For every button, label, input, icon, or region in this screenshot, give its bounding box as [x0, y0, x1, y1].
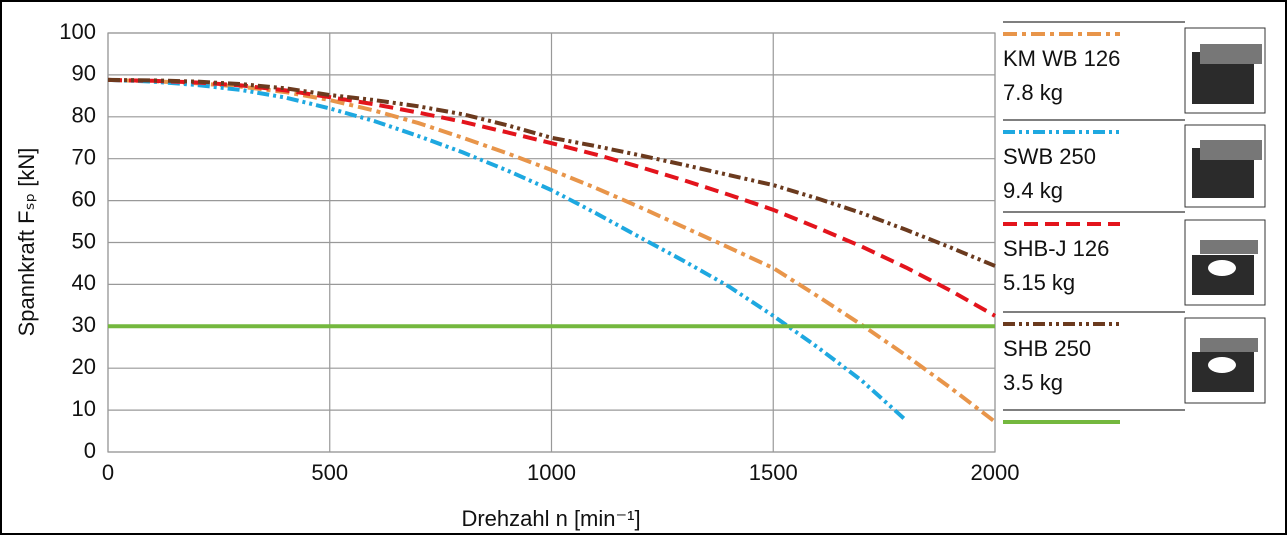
legend-label: SWB 250: [1003, 144, 1096, 169]
legend-weight: 9.4 kg: [1003, 178, 1063, 203]
x-tick-label: 1000: [527, 460, 576, 485]
icon: [1184, 124, 1266, 208]
legend-label: SHB 250: [1003, 336, 1091, 361]
legend-label: SHB-J 126: [1003, 236, 1109, 261]
y-tick-label: 80: [72, 103, 96, 128]
icon: [1184, 219, 1266, 306]
y-tick-label: 100: [59, 19, 96, 44]
y-tick-label: 30: [72, 312, 96, 337]
legend-label: KM WB 126: [1003, 46, 1120, 71]
legend-weight: 7.8 kg: [1003, 80, 1063, 105]
y-tick-label: 50: [72, 228, 96, 253]
legend-icons: [1184, 27, 1266, 404]
y-tick-label: 40: [72, 270, 96, 295]
x-axis-label: Drehzahl n [min⁻¹]: [461, 506, 640, 531]
y-tick-label: 60: [72, 186, 96, 211]
icon: [1184, 317, 1266, 404]
series-line: [107, 77, 996, 268]
y-tick-label: 90: [72, 61, 96, 86]
x-tick-label: 1500: [749, 460, 798, 485]
y-tick-label: 0: [84, 438, 96, 463]
x-tick-label: 2000: [971, 460, 1020, 485]
legend-weight: 3.5 kg: [1003, 370, 1063, 395]
series-line: [107, 77, 908, 423]
x-tick-label: 500: [311, 460, 348, 485]
legend-weight: 5.15 kg: [1003, 270, 1075, 295]
series-line: [107, 77, 996, 318]
x-tick-label: 0: [102, 460, 114, 485]
y-axis-label: Spannkraft Fₛₚ [kN]: [14, 148, 39, 337]
icon: [1184, 27, 1266, 114]
y-tick-label: 20: [72, 354, 96, 379]
y-tick-label: 70: [72, 145, 96, 170]
y-tick-label: 10: [72, 396, 96, 421]
